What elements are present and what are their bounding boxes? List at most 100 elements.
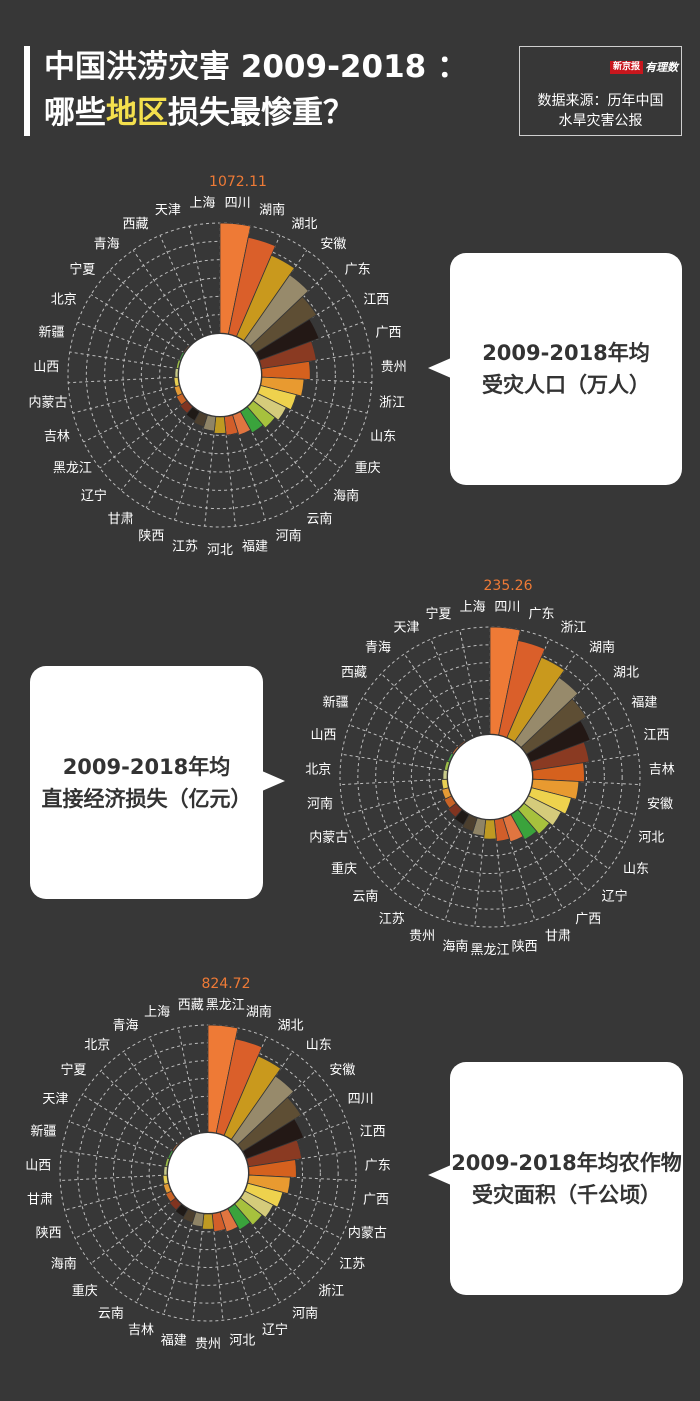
title-line-2: 哪些地区损失最惨重？: [44, 90, 468, 136]
bar-湖北: [223, 1055, 282, 1140]
category-label: 辽宁: [602, 889, 628, 905]
grid-ring: [393, 680, 587, 874]
grid-spoke: [77, 321, 181, 361]
category-label: 内蒙古: [348, 1225, 387, 1241]
source-line-1: 数据来源：历年中国: [537, 93, 664, 109]
category-label: 浙江: [379, 395, 405, 410]
bar-海南: [164, 1190, 177, 1203]
category-label: 吉林: [128, 1323, 154, 1338]
category-label: 吉林: [44, 429, 70, 444]
page-title: 中国洪涝灾害 2009-2018 ： 哪些地区损失最惨重？: [44, 44, 468, 136]
grid-spoke: [145, 411, 201, 509]
grid-spoke: [132, 249, 197, 341]
category-label: 河北: [207, 543, 233, 558]
category-label: 西藏: [123, 217, 149, 232]
category-label: 北京: [84, 1038, 110, 1053]
bar-辽宁: [517, 802, 551, 835]
category-label: 宁夏: [69, 261, 95, 277]
bar-河北: [528, 787, 572, 815]
category-label: 广东: [345, 262, 371, 277]
bar-重庆: [168, 1197, 182, 1211]
bar-河北: [213, 416, 227, 434]
grid-spoke: [123, 1051, 185, 1140]
bar-云南: [174, 1203, 189, 1218]
grid-spoke: [135, 1208, 189, 1303]
category-label: 新疆: [39, 324, 65, 340]
bar-新疆: [164, 1157, 171, 1168]
grid-spoke: [159, 235, 204, 337]
category-label: 四川: [348, 1092, 374, 1107]
bar-湖南: [215, 1038, 263, 1136]
category-label: 贵州: [409, 929, 435, 944]
bar-安徽: [531, 778, 580, 800]
category-label: 福建: [161, 1334, 187, 1349]
category-label: 广东: [528, 607, 554, 622]
grid-ring: [339, 626, 641, 928]
bar-内蒙古: [173, 376, 180, 388]
category-label: 四川: [225, 196, 251, 211]
bar-内蒙古: [441, 787, 452, 800]
source-line-2: 水旱灾害公报: [558, 113, 643, 129]
bar-广西: [247, 1174, 291, 1195]
grid-spoke: [174, 414, 208, 521]
grid-spoke: [69, 351, 179, 370]
bar-江西: [529, 741, 590, 771]
bar-四川: [489, 626, 521, 736]
bar-湖南: [514, 676, 579, 748]
category-label: 新疆: [30, 1123, 56, 1139]
category-label: 广西: [375, 325, 401, 340]
bar-浙江: [260, 376, 305, 397]
logo-badge: 新京报: [610, 61, 644, 74]
polar-chart-0: 四川 湖南湖北安徽广东江西广西贵州浙江山东重庆海南云南河南福建河北江苏陕西甘肃辽宁…: [28, 174, 406, 558]
category-label: 江苏: [379, 911, 405, 927]
bar-广东: [249, 296, 318, 354]
category-label: 天津: [155, 203, 181, 218]
bar-湖北: [236, 254, 295, 342]
max-value-label: 235.26: [484, 578, 533, 594]
category-label: 西藏: [178, 998, 204, 1013]
category-label: 海南: [51, 1256, 77, 1272]
grid-spoke: [341, 753, 448, 771]
category-label: 陕西: [512, 939, 538, 954]
polar-chart-1: 四川 广东浙江湖南湖北福建江西吉林安徽河北山东辽宁广西甘肃陕西黑龙江海南贵州江苏云…: [305, 578, 675, 958]
bar-福建: [223, 414, 239, 436]
bar-山东: [257, 385, 297, 411]
category-label: 青海: [112, 1018, 138, 1033]
category-label: 云南: [98, 1306, 124, 1322]
source-text: 数据来源：历年中国 水旱灾害公报: [520, 91, 681, 131]
category-label: 上海: [460, 600, 486, 615]
bar-青海: [457, 740, 466, 748]
chart-center: [179, 334, 261, 416]
bar-黑龙江: [483, 819, 497, 840]
publisher-logo: 新京报 有理数: [610, 61, 678, 74]
bar-江西: [255, 318, 320, 361]
bar-吉林: [532, 762, 585, 783]
category-label: 江西: [360, 1124, 386, 1139]
bar-浙江: [506, 656, 566, 743]
category-label: 浙江: [318, 1284, 344, 1299]
bar-上海: [480, 733, 491, 736]
category-label: 北京: [305, 762, 331, 777]
category-label: 陕西: [138, 529, 164, 544]
bar-贵州: [461, 814, 478, 832]
category-label: 广西: [575, 912, 601, 927]
category-label: 山东: [370, 429, 396, 444]
category-label: 内蒙古: [309, 830, 348, 846]
category-label: 福建: [242, 539, 268, 554]
caption-bubble-economic-loss: 2009-2018年均 直接经济损失（亿元）: [30, 666, 263, 899]
category-label: 辽宁: [81, 488, 107, 504]
category-label: 黑龙江: [470, 943, 509, 958]
category-label: 广东: [365, 1158, 391, 1173]
bar-江西: [245, 1139, 303, 1168]
category-label: 上海: [189, 196, 215, 211]
bar-陕西: [193, 411, 208, 428]
bar-江苏: [453, 809, 470, 826]
grid-spoke: [99, 400, 188, 469]
category-label: 海南: [442, 938, 468, 954]
grid-spoke: [109, 269, 190, 347]
bar-陕西: [162, 1182, 172, 1194]
polar-chart-2: 黑龙江 湖南湖北山东安徽四川江西广东广西内蒙古江苏浙江河南辽宁河北贵州福建吉林云南…: [25, 976, 391, 1352]
bar-江苏: [239, 1190, 274, 1219]
category-label: 天津: [394, 621, 420, 636]
category-label: 重庆: [331, 861, 357, 877]
